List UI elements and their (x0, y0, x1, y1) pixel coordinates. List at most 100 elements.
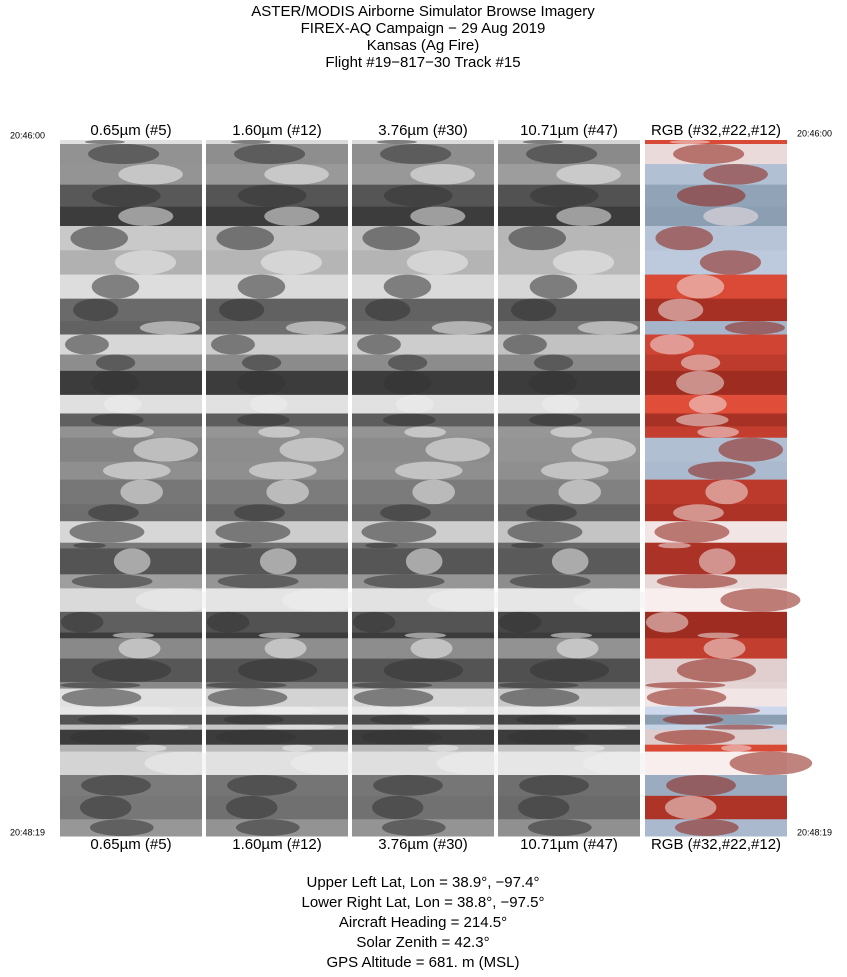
image-feature (210, 334, 255, 355)
image-feature (507, 521, 583, 543)
end-time: 20:48:19 (797, 827, 832, 837)
image-strip (352, 140, 494, 145)
image-feature (405, 548, 443, 575)
image-feature (266, 479, 310, 505)
panel-label: 3.76µm (#30) (378, 836, 468, 853)
image-strip (352, 542, 494, 549)
image-feature (108, 706, 176, 715)
image-feature (550, 426, 592, 438)
image-feature (70, 225, 129, 251)
image-feature (259, 548, 297, 575)
image-feature (356, 334, 401, 355)
image-strip (352, 744, 494, 753)
image-panel (352, 140, 520, 837)
image-feature (410, 206, 466, 226)
image-feature (285, 321, 346, 335)
image-feature (217, 574, 299, 589)
image-feature (365, 542, 398, 549)
title-line: FIREX-AQ Campaign − 29 Aug 2019 (301, 20, 546, 37)
image-feature (61, 688, 142, 707)
image-feature (704, 724, 774, 730)
image-feature (666, 774, 736, 796)
image-feature (264, 638, 307, 659)
image-feature (645, 611, 689, 633)
image-feature (258, 632, 301, 639)
image-feature (657, 298, 704, 322)
panel-label: RGB (#32,#22,#12) (651, 122, 781, 139)
panel-label: 10.71µm (#47) (520, 122, 618, 139)
image-feature (529, 274, 578, 299)
image-strip (645, 542, 787, 549)
start-time: 20:46:00 (797, 128, 832, 138)
image-feature (89, 819, 154, 836)
image-feature (352, 681, 433, 689)
image-feature (673, 144, 745, 165)
image-feature (216, 225, 275, 251)
image-feature (81, 774, 151, 796)
image-feature (410, 164, 475, 185)
image-feature (282, 744, 313, 752)
image-feature (511, 542, 544, 549)
image-feature (676, 184, 746, 207)
image-feature (519, 774, 589, 796)
image-feature (226, 795, 278, 820)
image-feature (729, 751, 813, 775)
image-feature (91, 370, 140, 395)
image-feature (658, 542, 691, 549)
image-feature (541, 394, 580, 414)
image-feature (265, 724, 335, 730)
image-feature (249, 394, 288, 414)
image-feature (80, 795, 132, 820)
image-feature (380, 144, 452, 165)
image-feature (258, 426, 300, 438)
panel-label: 10.71µm (#47) (520, 836, 618, 853)
image-feature (718, 437, 784, 462)
image-panel (206, 140, 374, 837)
image-feature (676, 658, 757, 682)
image-feature (703, 638, 746, 659)
image-feature (698, 548, 736, 575)
image-feature (77, 714, 139, 725)
image-feature (529, 413, 582, 427)
image-feature (112, 426, 154, 438)
image-strip (60, 140, 202, 145)
end-time: 20:48:19 (10, 827, 45, 837)
image-feature (281, 588, 362, 612)
image-feature (219, 542, 252, 549)
image-feature (705, 479, 749, 505)
image-feature (515, 714, 577, 725)
image-feature (703, 164, 768, 185)
image-feature (510, 298, 557, 322)
image-feature (237, 184, 307, 207)
image-panel (498, 140, 666, 837)
image-feature (556, 638, 599, 659)
image-feature (557, 724, 627, 730)
footer-line: Aircraft Heading = 214.5° (339, 914, 507, 931)
image-feature (60, 681, 141, 689)
panel-label: RGB (#32,#22,#12) (651, 836, 781, 853)
image-feature (676, 370, 725, 395)
image-feature (499, 688, 580, 707)
image-feature (404, 632, 447, 639)
image-feature (380, 504, 431, 522)
image-feature (237, 370, 286, 395)
image-feature (498, 681, 579, 689)
image-feature (118, 206, 174, 226)
image-feature (676, 413, 729, 427)
image-feature (237, 274, 286, 299)
image-feature (724, 321, 785, 335)
image-feature (369, 714, 431, 725)
image-feature (279, 437, 345, 462)
image-feature (509, 574, 591, 589)
image-feature (234, 144, 306, 165)
image-feature (654, 521, 730, 543)
image-feature (387, 354, 428, 371)
image-feature (71, 574, 153, 589)
image-feature (353, 688, 434, 707)
image-feature (425, 437, 491, 462)
image-feature (118, 638, 161, 659)
image-feature (529, 658, 610, 682)
image-strip (645, 744, 787, 753)
title-line: Flight #19−817−30 Track #15 (325, 54, 520, 71)
